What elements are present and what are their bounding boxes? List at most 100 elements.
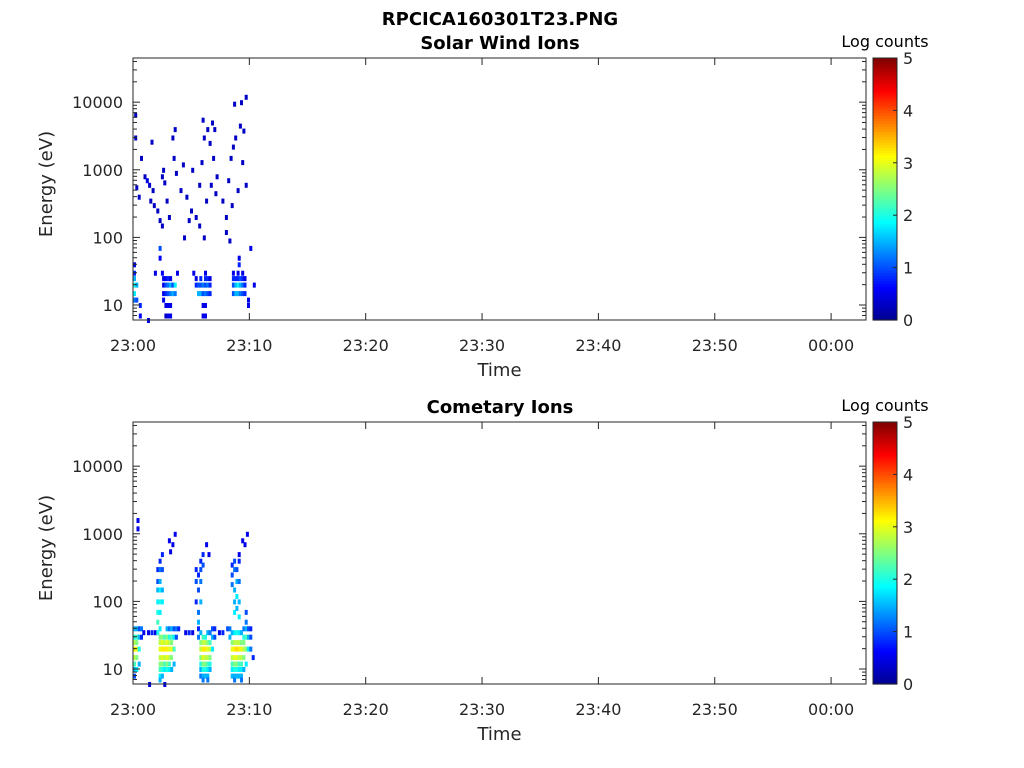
spectrogram-cell [164,303,168,308]
spectrogram-cell [169,282,173,288]
spectrogram-cell [194,579,198,584]
spectrogram-cell [215,174,219,180]
spectrogram-cell [198,182,202,188]
spectrogram-cell [233,667,237,672]
spectrogram-cell [217,630,221,636]
x-tick-label: 23:10 [226,336,272,355]
colorbar-segment [873,532,897,536]
colorbar-segment [873,673,897,677]
spectrogram-cell [202,135,206,141]
spectrogram-cell [241,282,245,288]
spectrogram-cell [249,646,253,652]
spectrogram-cell [170,626,174,632]
spectrogram-cell [233,630,237,636]
spectrogram-cell [201,562,205,568]
spectrogram-cell [202,235,206,241]
colorbar-segment [873,212,897,216]
spectrogram-cell [240,630,243,636]
spectrogram-cell [167,538,171,544]
colorbar-segment [873,676,897,680]
spectrogram-cell [201,282,205,288]
spectrogram-cell [205,542,209,548]
colorbar-segment [873,63,897,67]
spectrogram-cell [213,634,217,640]
spectrogram-cell [143,174,147,180]
spectrogram-cell [214,191,218,197]
spectrogram-cell [206,127,210,133]
colorbar-segment [873,304,897,308]
colorbar-segment [873,657,897,662]
spectrogram-cell [160,667,164,672]
spectrogram-cell [243,282,247,288]
spectrogram-cell [230,640,234,646]
colorbar-segment [873,209,897,214]
spectrogram-cell [245,531,249,537]
colorbar-segment [873,291,897,295]
spectrogram-cell [206,640,210,646]
spectrogram-cell [173,531,177,537]
spectrogram-cell [156,587,160,593]
spectrogram-cell [162,291,166,297]
spectrogram-cell [158,579,162,584]
colorbar-segment [873,456,897,460]
spectrogram-cell [237,661,241,667]
spectrogram-cell [237,599,241,605]
spectrogram-cell [199,673,203,679]
colorbar-segment [873,244,897,248]
spectrogram-cell [172,646,176,652]
colorbar-segment [873,299,897,303]
x-tick-label: 00:00 [808,336,854,355]
colorbar-segment [873,581,897,586]
colorbar-segment [873,660,897,664]
spectrogram-cell [233,661,237,667]
spectrogram-cell [228,626,232,632]
spectrogram-cell [140,634,143,640]
spectrogram-cell [162,167,166,173]
spectrogram-cell [240,677,243,683]
spectrogram-cell [240,655,243,661]
spectrogram-cell [174,170,178,176]
colorbar-segment [873,644,897,648]
colorbar-segment [873,175,897,180]
spectrogram-cell [197,291,200,297]
colorbar-segment [873,566,897,570]
spectrogram-cell [201,313,205,319]
spectrogram-cell [243,276,247,282]
colorbar-segment [873,563,897,567]
spectrogram-cell [204,634,207,640]
colorbar-segment [873,639,897,643]
spectrogram-cell [160,552,164,558]
colorbar-segment [873,511,897,515]
spectrogram-cell [233,655,237,661]
spectrogram-cell [251,655,255,661]
spectrogram-cell [158,646,162,652]
spectrogram-cell [206,655,210,661]
colorbar-segment [873,500,897,504]
spectrogram-cell [244,182,248,188]
spectrogram-cell [206,646,210,652]
spectrogram-cell [206,661,210,667]
spectrogram-cell [164,291,168,297]
colorbar-frame [872,57,898,321]
colorbar-segment [873,665,897,669]
spectrogram-cell [199,640,203,646]
spectrogram-cell [156,619,160,625]
colorbar-segment [873,435,897,439]
spectrogram-cell [204,661,207,667]
colorbar-segment [873,587,897,591]
x-tick-label: 00:00 [808,700,854,719]
spectrogram-cell [199,630,203,636]
spectrogram-cell [197,634,200,640]
spectrogram-cell [244,661,248,667]
spectrogram-cell [231,270,235,276]
colorbar-segment [873,157,897,161]
spectrogram-cell [150,139,154,145]
spectrogram-cell [241,538,245,544]
spectrogram-cell [249,245,253,251]
spectrogram-cell [187,630,191,636]
colorbar-segment [873,547,897,551]
colorbar-segment [873,621,897,625]
spectrogram-cell [233,567,237,573]
spectrogram-cell [241,276,245,282]
